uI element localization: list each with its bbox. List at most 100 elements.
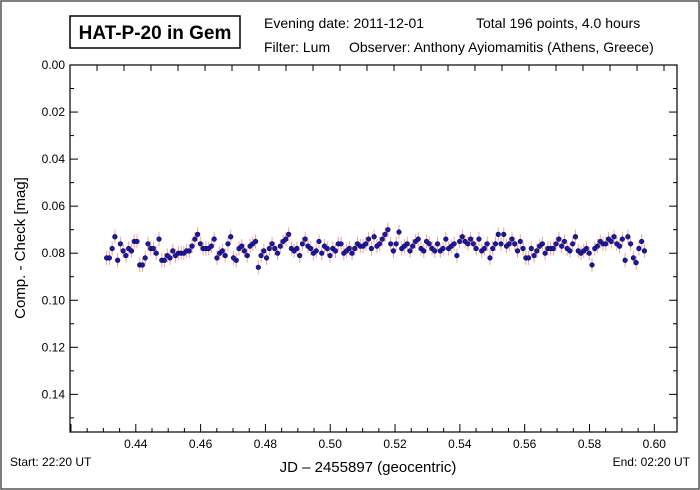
data-point: [396, 229, 402, 235]
data-point: [440, 245, 446, 252]
data-point: [388, 241, 394, 247]
data-point: [167, 255, 173, 261]
data-point: [385, 227, 391, 233]
data-point: [277, 243, 283, 249]
data-point: [233, 257, 239, 263]
data-point: [228, 234, 234, 240]
data-point: [611, 234, 617, 240]
data-point: [363, 241, 369, 247]
total-points: Total 196 points, 4.0 hours: [476, 15, 640, 31]
data-point: [514, 248, 521, 254]
data-point: [459, 234, 465, 240]
data-point: [410, 243, 416, 249]
data-point: [319, 250, 325, 256]
data-point: [366, 236, 372, 242]
x-tick-label: 0.44: [124, 437, 148, 451]
data-point: [542, 250, 548, 256]
evening-date: Evening date: 2011-12-01: [264, 15, 424, 31]
data-point: [349, 250, 355, 256]
data-point: [641, 248, 648, 254]
data-point: [197, 241, 203, 247]
data-point: [352, 245, 358, 252]
data-point: [589, 262, 595, 268]
data-point: [484, 241, 490, 247]
data-point: [261, 248, 267, 254]
chart-title: HAT-P-20 in Gem: [79, 23, 232, 44]
data-point: [297, 252, 303, 259]
data-point: [415, 236, 421, 242]
data-point: [153, 250, 159, 256]
data-point: [570, 241, 576, 247]
data-point: [559, 243, 565, 249]
data-point: [208, 243, 215, 249]
data-point: [426, 241, 432, 247]
data-point: [161, 257, 168, 263]
data-point: [633, 260, 639, 266]
data-point: [294, 245, 300, 252]
data-point: [534, 248, 540, 254]
data-point: [506, 241, 512, 247]
data-point: [156, 236, 162, 242]
data-point: [214, 255, 220, 261]
start-time-label: Start: 22:20 UT: [10, 455, 92, 469]
data-point: [186, 248, 192, 254]
data-point: [390, 248, 397, 254]
data-point: [128, 248, 135, 254]
data-point: [252, 238, 259, 245]
data-point: [313, 248, 319, 254]
data-point: [211, 236, 217, 242]
data-point: [476, 236, 482, 242]
x-tick-label: 0.54: [448, 437, 472, 451]
data-point: [302, 236, 308, 242]
data-point: [393, 241, 399, 247]
data-point: [269, 241, 275, 247]
data-point: [421, 248, 427, 254]
y-tick-label: 0.04: [42, 152, 66, 166]
observer-label: Observer: Anthony Ayiomamitis (Athens, G…: [349, 39, 654, 55]
data-point: [123, 252, 129, 259]
data-point: [583, 245, 590, 252]
data-point: [225, 241, 231, 247]
data-point: [628, 241, 634, 247]
x-tick-label: 0.58: [578, 437, 602, 451]
title-box: [69, 15, 241, 49]
data-point: [239, 243, 245, 249]
data-point: [457, 238, 463, 245]
data-point: [404, 241, 410, 247]
data-point: [263, 255, 270, 261]
data-point: [572, 234, 579, 240]
data-point: [622, 257, 628, 263]
data-point: [454, 252, 460, 259]
data-point: [517, 238, 523, 245]
data-point: [586, 250, 592, 256]
data-point: [299, 241, 306, 247]
x-tick-label: 0.50: [319, 437, 343, 451]
data-point: [255, 264, 261, 270]
data-point: [286, 231, 292, 237]
y-tick-label: 0.14: [42, 387, 66, 401]
data-point: [219, 248, 226, 254]
data-point: [244, 252, 250, 259]
data-point: [316, 238, 322, 245]
data-point: [434, 241, 441, 247]
data-point: [382, 231, 388, 237]
x-tick-label: 0.60: [643, 437, 667, 451]
y-tick-label: 0.00: [42, 58, 66, 72]
data-point: [332, 248, 339, 254]
data-point: [120, 248, 126, 254]
data-point: [338, 241, 344, 247]
data-point: [498, 241, 504, 247]
x-tick-label: 0.52: [383, 437, 407, 451]
data-point: [451, 241, 457, 247]
end-time-label: End: 02:20 UT: [613, 455, 691, 469]
data-point: [134, 238, 140, 245]
data-point: [324, 245, 330, 252]
data-point: [465, 241, 471, 247]
data-point: [616, 243, 623, 249]
data-point: [327, 252, 333, 259]
data-point: [258, 252, 264, 259]
data-point: [619, 236, 625, 242]
